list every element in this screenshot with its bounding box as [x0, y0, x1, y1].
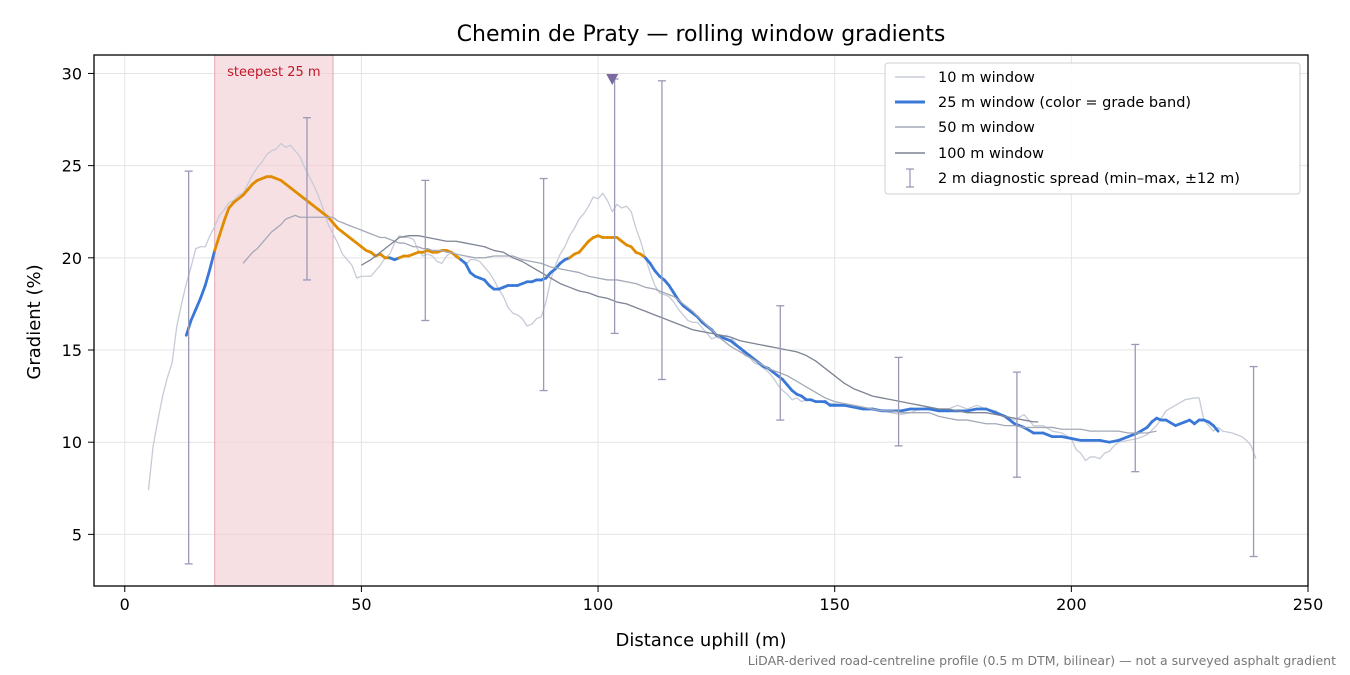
series-25m-segment: [1107, 438, 1121, 444]
series-25m-segment: [965, 407, 979, 413]
plot-area: steepest 25 m 0 50 100 150 200 250 5 10 15 20 25 30: [62, 54, 1324, 614]
x-tick-label: 100: [583, 595, 614, 614]
x-tick-label: 50: [351, 595, 371, 614]
series-25m-segment: [199, 284, 207, 300]
series-25m-segment: [852, 405, 865, 411]
axes-frame: [93, 54, 1309, 587]
steepest-highlight: [214, 54, 334, 587]
series-group: [147, 78, 1258, 565]
y-tick-label: 10: [62, 433, 82, 452]
series-25m-segment: [1164, 418, 1177, 427]
legend-box: [884, 62, 1301, 195]
y-tick-label: 30: [62, 64, 82, 83]
series-25m-segment: [208, 249, 217, 271]
series-25m-segment: [648, 261, 657, 273]
series-50m-line: [242, 214, 1157, 434]
footnote: LiDAR-derived road-centreline profile (0…: [748, 653, 1336, 668]
series-25m-segment: [1022, 426, 1035, 435]
y-tick-label: 15: [62, 341, 82, 360]
legend: 10 m window 25 m window (color = grade ba…: [884, 62, 1301, 195]
legend-label: 10 m window: [938, 70, 1035, 86]
series-25m-segment: [1211, 424, 1220, 433]
x-tick-label: 200: [1056, 595, 1087, 614]
series-25m-segment: [213, 234, 221, 252]
y-tick-label: 5: [72, 525, 82, 544]
legend-label: 25 m window (color = grade band): [938, 95, 1191, 111]
series-25m-segment: [667, 284, 676, 295]
x-tick-label: 150: [819, 595, 850, 614]
y-tick-label: 25: [62, 157, 82, 176]
series-25m-segment: [218, 219, 226, 238]
x-tick-label: 0: [120, 595, 130, 614]
series-25m-segment: [1098, 438, 1111, 444]
series-25m-segment: [194, 296, 202, 311]
series-25m-segment: [899, 407, 912, 413]
series-25m-segment: [189, 308, 198, 322]
x-tick-label: 250: [1293, 595, 1324, 614]
series-25m-segment: [464, 261, 472, 274]
peak-marker: [606, 73, 619, 85]
series-25m-segment: [1041, 431, 1054, 439]
series-10m-line: [147, 142, 1257, 491]
series-25m-segment: [1060, 435, 1073, 440]
y-axis-label: Gradient (%): [24, 264, 45, 379]
series-25m-segment: [984, 407, 998, 415]
series-25m-segment: [842, 403, 856, 409]
series-25m-segment: [222, 206, 231, 223]
legend-label: 2 m diagnostic spread (min–max, ±12 m): [938, 171, 1240, 187]
legend-label: 100 m window: [938, 146, 1044, 162]
series-25m-segment: [1069, 437, 1083, 442]
series-25m-segment: [1003, 414, 1016, 426]
series-25m-segment: [1117, 435, 1130, 442]
y-tick-label: 20: [62, 249, 82, 268]
series-25m-segment: [1174, 420, 1187, 427]
legend-label: 50 m window: [938, 120, 1035, 136]
series-25m-segment: [1136, 426, 1149, 435]
series-25m-segment: [927, 407, 941, 413]
x-axis-label: Distance uphill (m): [616, 630, 787, 651]
series-100m-line: [361, 235, 1039, 423]
chart-title: Chemin de Praty — rolling window gradien…: [457, 22, 946, 47]
series-25m-segment: [203, 267, 212, 287]
steepest-annotation: steepest 25 m: [227, 65, 320, 80]
